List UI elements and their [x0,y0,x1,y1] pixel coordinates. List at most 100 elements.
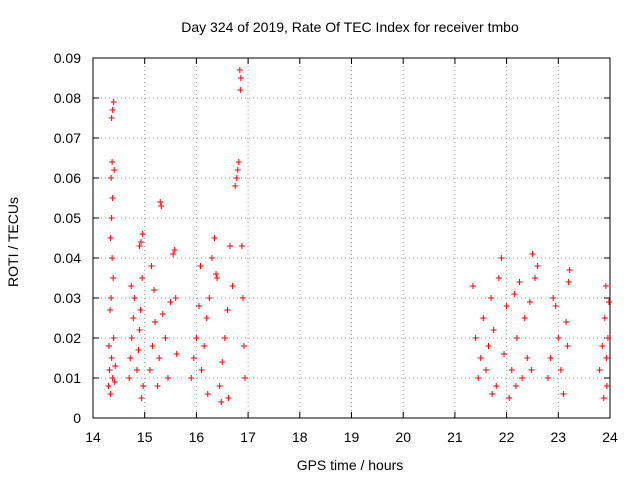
data-point [512,383,519,389]
data-point [600,395,607,401]
data-point [135,347,142,353]
x-tick-label: 23 [551,429,567,445]
data-point [218,399,225,405]
data-point [234,167,241,173]
data-point [493,383,500,389]
x-tick-label: 20 [395,429,411,445]
grid [93,58,610,418]
x-tick-label: 15 [137,429,153,445]
data-point [151,287,158,293]
data-points [105,67,612,405]
x-axis-label: GPS time / hours [297,457,404,473]
data-point [109,375,116,381]
y-axis-label: ROTI / TECUs [5,197,21,287]
data-point [599,343,606,349]
y-tick-label: 0.08 [54,90,81,106]
data-point [138,239,145,245]
y-tick-label: 0.07 [54,130,81,146]
data-point [224,307,231,313]
data-point [550,295,557,301]
data-point [521,315,528,321]
x-tick-label: 19 [344,429,360,445]
x-tick-label: 24 [602,429,618,445]
data-point [136,243,143,249]
data-point [236,67,243,73]
data-point [164,375,171,381]
data-point [225,395,232,401]
data-point [162,335,169,341]
data-point [107,391,114,397]
x-tick-label: 18 [292,429,308,445]
data-point [489,391,496,397]
data-point [167,299,174,305]
data-point [524,355,531,361]
data-point [139,275,146,281]
data-point [605,299,612,305]
data-point [239,295,246,301]
data-point [475,375,482,381]
data-point [564,343,571,349]
data-point [111,379,118,385]
data-point [237,87,244,93]
axis-ticks: 14 15 16 17 18 19 20 21 22 23 24 0 0.01 0.02 0.03 0.04 0… [54,50,618,445]
data-point [149,343,156,349]
data-point [232,183,239,189]
data-point [480,315,487,321]
data-point [106,343,113,349]
data-point [156,355,163,361]
data-point [557,367,564,373]
data-point [237,75,244,81]
data-point [602,283,609,289]
data-point [110,275,117,281]
data-point [137,307,144,313]
data-point [138,395,145,401]
data-point [128,335,135,341]
data-point [219,359,226,365]
data-point [109,255,116,261]
data-point [110,99,117,105]
data-point [131,295,138,301]
data-point [233,175,240,181]
data-point [203,315,210,321]
data-point [201,343,208,349]
data-point [485,343,492,349]
y-tick-label: 0.09 [54,50,81,66]
data-point [109,159,116,165]
data-point [111,167,118,173]
data-point [534,263,541,269]
data-point [472,335,479,341]
data-point [565,279,572,285]
data-point [560,391,567,397]
data-point [516,279,523,285]
data-point [229,283,236,289]
data-point [170,251,177,257]
data-point [154,383,161,389]
y-tick-label: 0.06 [54,170,81,186]
x-tick-label: 14 [85,429,101,445]
data-point [214,275,221,281]
data-point [126,375,133,381]
data-point [133,367,140,373]
data-point [238,243,245,249]
data-point [490,327,497,333]
data-point [197,263,204,269]
data-point [139,231,146,237]
data-point [501,351,508,357]
data-point [240,343,247,349]
data-point [172,295,179,301]
data-point [604,335,611,341]
data-point [469,283,476,289]
data-point [206,295,213,301]
data-point [159,311,166,317]
data-point [555,335,562,341]
data-point [488,295,495,301]
data-point [146,367,153,373]
data-point [513,335,520,341]
x-tick-label: 17 [240,429,256,445]
data-point [603,383,610,389]
data-point [498,255,505,261]
data-point [601,315,608,321]
x-tick-label: 21 [447,429,463,445]
y-tick-label: 0.05 [54,210,81,226]
